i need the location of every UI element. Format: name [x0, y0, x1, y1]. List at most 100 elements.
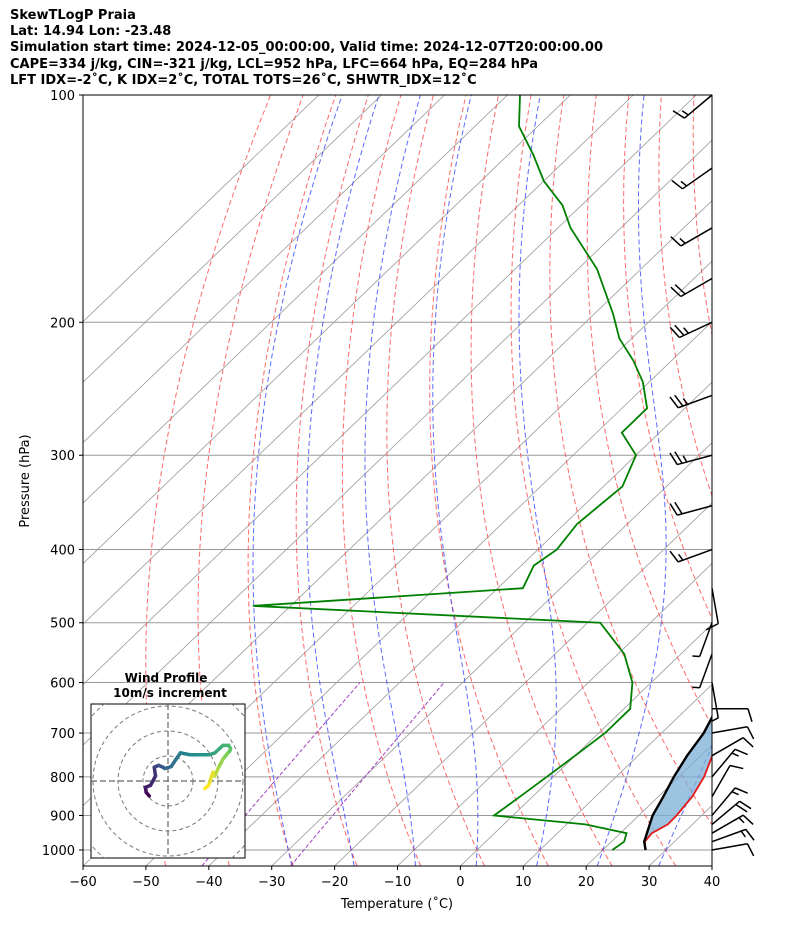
- wind-barb-half-flag: [681, 110, 689, 116]
- y-tick-label: 400: [50, 544, 75, 559]
- isotherm-line: [83, 95, 320, 323]
- wind-barb-flag: [669, 503, 678, 516]
- x-tick-label: 30: [641, 875, 658, 890]
- cape-area: [644, 717, 712, 850]
- wind-barb-half-flag: [677, 553, 684, 561]
- wind-barb-staff: [711, 814, 744, 834]
- temperature-line: [643, 753, 712, 851]
- wind-barb: [712, 708, 753, 722]
- isotherm-line: [334, 502, 712, 866]
- dry-adiabat-line: [623, 95, 712, 620]
- wind-barb-flag: [674, 451, 683, 464]
- wind-barb: [711, 800, 752, 826]
- isotherm-line: [523, 684, 712, 866]
- wind-barb-staff: [711, 748, 736, 778]
- isotherm-line: [83, 95, 571, 565]
- isotherm-line: [397, 563, 712, 866]
- wind-barb-staff: [679, 321, 713, 339]
- wind-barb: [669, 451, 713, 466]
- wind-barb-staff: [711, 787, 736, 816]
- hodograph-segment: [216, 757, 225, 771]
- wind-barb: [711, 764, 744, 798]
- wind-barb-staff: [711, 828, 747, 843]
- wind-barb: [711, 787, 748, 816]
- chart-title: SkewTLogP Praia: [10, 8, 136, 23]
- wind-barb-flag: [674, 501, 683, 515]
- x-tick-label: −60: [69, 875, 96, 890]
- wind-barb-flag: [747, 708, 753, 722]
- wind-barb: [711, 828, 755, 843]
- wind-barb-flag: [674, 284, 686, 295]
- mixing-ratio-line: [290, 682, 445, 866]
- wind-barb-staff: [680, 227, 713, 247]
- wind-barb: [711, 682, 719, 722]
- dry-adiabat-line: [759, 95, 794, 866]
- wind-barb-flag: [669, 452, 678, 465]
- wind-barb-flag: [746, 726, 755, 740]
- wind-barb-flag: [671, 179, 683, 190]
- wind-barb-half-flag: [692, 686, 700, 689]
- wind-barb-staff: [711, 726, 748, 734]
- wind-barb-flag: [734, 748, 748, 756]
- x-tick-label: −50: [132, 875, 159, 890]
- wind-barb-flag: [735, 803, 748, 813]
- wind-barb: [669, 501, 713, 516]
- wind-barb: [672, 94, 713, 119]
- hodograph-subtitle: 10m/s increment: [113, 686, 227, 700]
- isotherm-line: [83, 95, 634, 625]
- dry-adiabat-line: [470, 95, 613, 866]
- wind-barb-half-flag: [731, 791, 739, 796]
- y-tick-label: 300: [50, 449, 75, 464]
- wind-barb-half-flag: [683, 327, 690, 334]
- dry-adiabat-line: [197, 95, 304, 866]
- hodograph-title: Wind Profile: [125, 671, 208, 685]
- wind-barb-half-flag: [680, 180, 688, 187]
- isotherm-line: [83, 95, 445, 444]
- wind-barb-half-flag: [738, 817, 745, 824]
- x-tick-label: −30: [258, 875, 285, 890]
- y-tick-label: 600: [50, 677, 75, 692]
- parcel-line: [642, 714, 712, 851]
- x-tick-label: −40: [195, 875, 222, 890]
- x-tick-label: −20: [321, 875, 348, 890]
- isotherm-line: [271, 442, 712, 866]
- hodograph-segment: [206, 770, 215, 788]
- dewpoint-line: [252, 95, 649, 851]
- wind-barb-flag: [734, 787, 748, 794]
- x-tick-label: 0: [456, 875, 464, 890]
- isotherm-line: [83, 95, 382, 383]
- wind-barb: [671, 167, 713, 190]
- wind-barb-flag: [729, 764, 744, 770]
- wind-barb-half-flag: [682, 455, 688, 463]
- simulation-times: Simulation start time: 2024-12-05_00:00:…: [10, 40, 603, 55]
- x-tick-label: 20: [578, 875, 595, 890]
- y-axis-label: Pressure (hPa): [18, 434, 33, 527]
- cape-area: [759, 95, 794, 437]
- wind-barb-flag: [746, 843, 755, 857]
- moist-adiabat-line: [720, 95, 794, 866]
- hodograph-segment: [203, 783, 211, 791]
- wind-barb-staff: [711, 588, 719, 624]
- x-tick-label: 40: [704, 875, 721, 890]
- dry-adiabat-line: [295, 95, 369, 866]
- wind-barb-staff: [711, 737, 744, 757]
- wind-barb: [669, 321, 713, 339]
- wind-barb: [670, 227, 713, 247]
- wind-barb-flag: [745, 828, 755, 841]
- dry-adiabat-line: [386, 95, 485, 866]
- wind-barb-half-flag: [740, 830, 747, 838]
- y-tick-label: 500: [50, 617, 75, 632]
- wind-barb-flag: [669, 396, 679, 409]
- hodograph-segment: [213, 743, 225, 755]
- wind-barb-staff: [682, 167, 713, 190]
- moist-adiabat-line: [596, 95, 667, 866]
- y-tick-label: 100: [50, 89, 75, 104]
- x-axis-label: Temperature (˚C): [340, 896, 453, 912]
- wind-barb-half-flag: [679, 237, 686, 244]
- wind-barb-staff: [680, 277, 713, 298]
- isotherm-line: [208, 381, 712, 866]
- cin-area: [713, 437, 794, 715]
- y-tick-label: 1000: [42, 844, 75, 859]
- wind-barb: [669, 548, 713, 563]
